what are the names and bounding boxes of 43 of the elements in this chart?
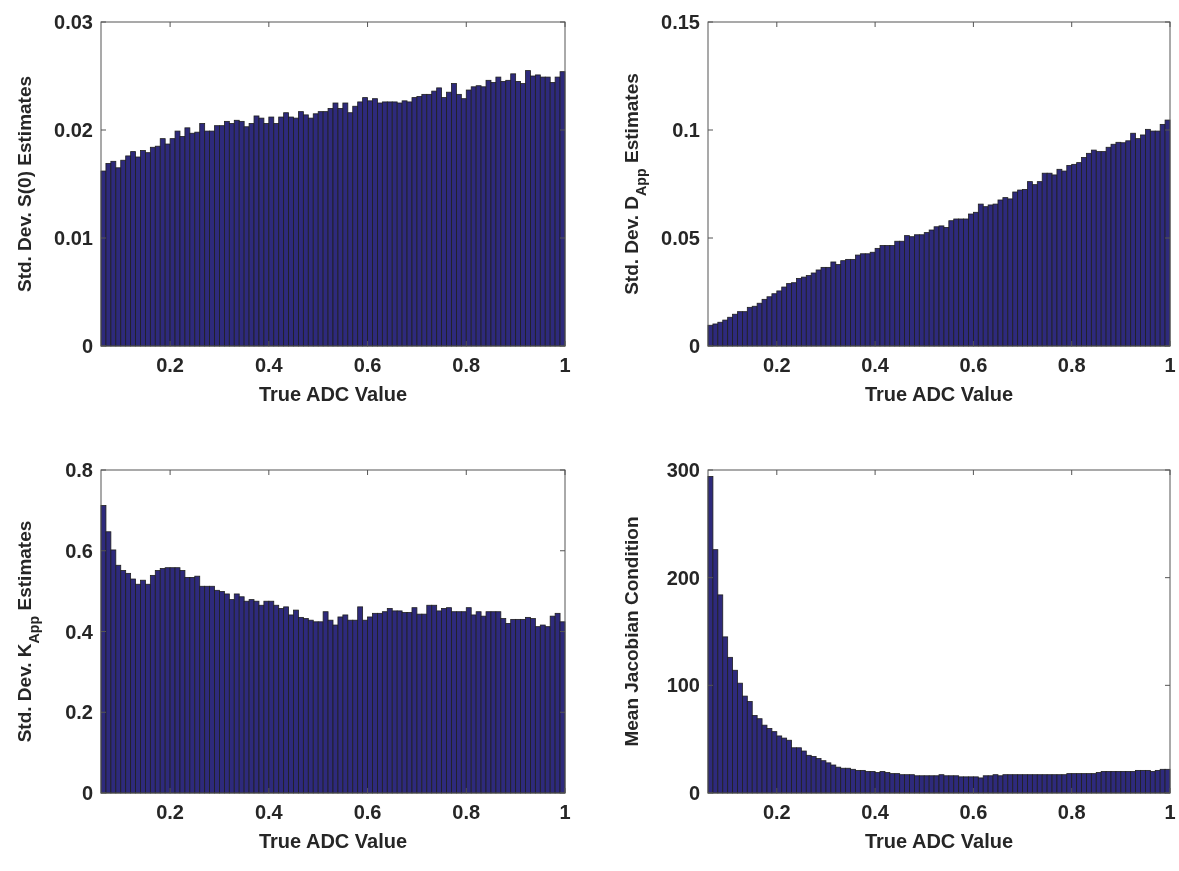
x-tick-label: 0.2 [156,801,185,823]
x-axis-title: True ADC Value [864,383,1014,405]
y-tick-label: 0 [81,782,93,804]
x-axis-title: True ADC Value [258,830,408,852]
y-tick-label: 0 [81,335,93,357]
x-tick-label: 0.4 [861,354,890,376]
y-tick-label: 100 [666,674,700,697]
x-tick-label: 0.2 [156,354,185,376]
x-tick-label: 0.8 [1057,354,1086,376]
x-tick-label: 0.6 [353,354,382,376]
y-tick-label: 0.1 [672,119,700,141]
x-tick-label: 0.4 [254,354,284,376]
y-tick-label: 0.2 [65,701,93,724]
x-tick-label: 0.2 [762,354,791,376]
y-tick-label: 0.03 [54,11,93,33]
y-tick-label: 0.6 [65,539,93,562]
y-tick-label: 0 [688,782,700,804]
y-axis-title: Std. Dev. S(0) Estimates [14,75,35,293]
x-tick-label: 0.8 [1057,801,1086,823]
y-axis-title: Mean Jacobian Condition [621,516,642,747]
y-tick-label: 0 [688,335,700,357]
y-tick-label: 0.4 [65,620,94,643]
x-tick-label: 0.2 [762,801,791,823]
x-tick-label: 1 [559,354,571,376]
y-tick-label: 0.05 [661,227,700,249]
y-tick-label: 0.15 [661,11,700,33]
y-tick-label: 0.02 [54,119,93,141]
x-tick-label: 1 [1164,354,1176,376]
x-tick-label: 0.4 [254,801,284,823]
y-tick-label: 300 [666,459,700,481]
x-axis-title: True ADC Value [864,830,1014,852]
y-tick-label: 200 [666,566,700,589]
x-tick-label: 0.8 [452,801,481,823]
x-axis-title: True ADC Value [258,383,408,405]
y-tick-label: 0.8 [65,459,93,481]
x-tick-label: 1 [559,801,571,823]
y-tick-label: 0.01 [54,227,93,249]
x-tick-label: 0.6 [353,801,382,823]
x-tick-label: 0.4 [861,801,890,823]
x-tick-label: 0.6 [959,801,988,823]
x-tick-label: 1 [1164,801,1176,823]
x-tick-label: 0.6 [959,354,988,376]
x-tick-label: 0.8 [452,354,481,376]
